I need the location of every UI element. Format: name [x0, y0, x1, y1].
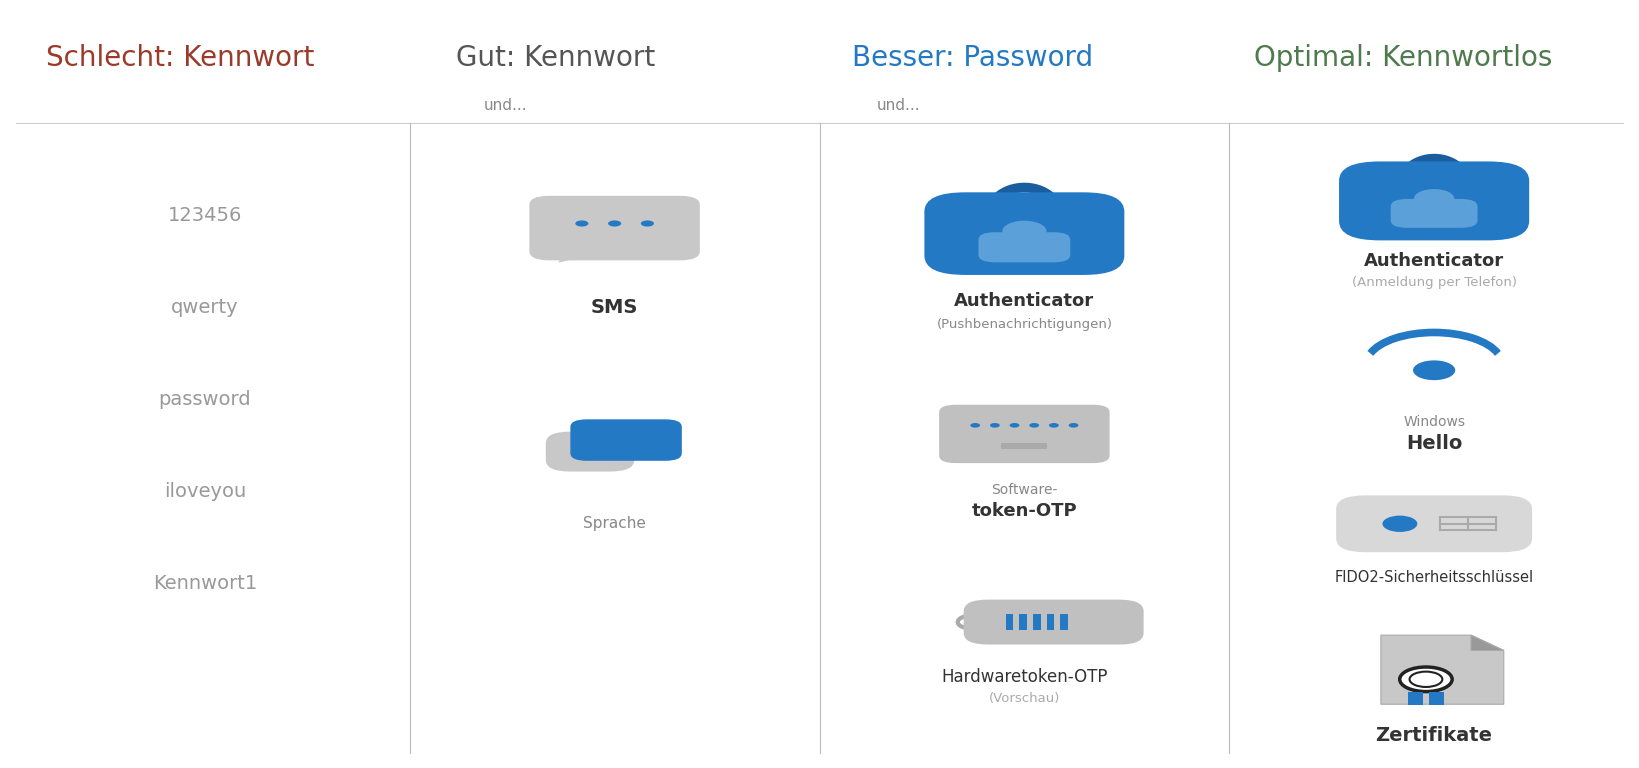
FancyBboxPatch shape [1033, 614, 1041, 630]
FancyBboxPatch shape [1019, 614, 1028, 630]
Circle shape [1010, 423, 1019, 428]
FancyBboxPatch shape [1339, 161, 1529, 240]
Circle shape [575, 220, 588, 227]
Circle shape [608, 220, 621, 227]
Circle shape [1413, 360, 1455, 380]
Circle shape [1410, 671, 1442, 687]
FancyBboxPatch shape [1390, 199, 1478, 228]
FancyBboxPatch shape [939, 405, 1110, 463]
FancyBboxPatch shape [1408, 691, 1423, 705]
FancyBboxPatch shape [924, 192, 1124, 275]
Text: (Anmeldung per Telefon): (Anmeldung per Telefon) [1352, 276, 1516, 289]
Text: Gut: Kennwort: Gut: Kennwort [456, 44, 656, 71]
Text: Authenticator: Authenticator [1364, 252, 1505, 270]
FancyBboxPatch shape [1060, 614, 1069, 630]
FancyBboxPatch shape [1336, 495, 1532, 552]
Circle shape [572, 430, 608, 447]
Text: qwerty: qwerty [170, 298, 239, 316]
FancyBboxPatch shape [1047, 614, 1054, 630]
Text: Optimal: Kennwortlos: Optimal: Kennwortlos [1254, 44, 1552, 71]
Text: und...: und... [877, 98, 921, 114]
FancyBboxPatch shape [1429, 691, 1444, 705]
Circle shape [1382, 515, 1418, 532]
FancyBboxPatch shape [964, 600, 1144, 644]
Text: Software-: Software- [992, 483, 1057, 497]
FancyBboxPatch shape [546, 432, 634, 472]
Text: 123456: 123456 [167, 206, 243, 224]
Text: (Vorschau): (Vorschau) [988, 693, 1060, 705]
Circle shape [1414, 189, 1454, 208]
FancyBboxPatch shape [978, 232, 1070, 263]
FancyBboxPatch shape [529, 196, 700, 260]
Text: token-OTP: token-OTP [972, 502, 1077, 520]
Text: Sprache: Sprache [583, 516, 646, 531]
Circle shape [1049, 423, 1059, 428]
Circle shape [1069, 423, 1078, 428]
Text: Hardwaretoken-OTP: Hardwaretoken-OTP [941, 668, 1108, 687]
Circle shape [970, 423, 980, 428]
Text: Besser: Password: Besser: Password [852, 44, 1093, 71]
Circle shape [1029, 423, 1039, 428]
Text: password: password [159, 390, 251, 409]
Polygon shape [1472, 635, 1505, 650]
Polygon shape [559, 251, 602, 262]
Text: SMS: SMS [592, 298, 638, 316]
Text: iloveyou: iloveyou [164, 482, 246, 501]
Text: Schlecht: Kennwort: Schlecht: Kennwort [46, 44, 315, 71]
Text: und...: und... [484, 98, 528, 114]
FancyBboxPatch shape [1001, 442, 1047, 449]
Circle shape [1003, 220, 1046, 241]
FancyBboxPatch shape [570, 419, 682, 461]
Polygon shape [1380, 635, 1505, 704]
Text: Zertifikate: Zertifikate [1375, 727, 1493, 745]
Text: Hello: Hello [1406, 435, 1462, 453]
Circle shape [1400, 667, 1452, 691]
Circle shape [990, 423, 1000, 428]
Text: (Pushbenachrichtigungen): (Pushbenachrichtigungen) [936, 318, 1113, 330]
Text: FIDO2-Sicherheitsschlüssel: FIDO2-Sicherheitsschlüssel [1334, 570, 1534, 585]
Text: Authenticator: Authenticator [954, 292, 1095, 310]
FancyBboxPatch shape [1006, 614, 1013, 630]
Circle shape [641, 220, 654, 227]
Text: Kennwort1: Kennwort1 [152, 574, 257, 593]
Text: Windows: Windows [1403, 415, 1465, 429]
